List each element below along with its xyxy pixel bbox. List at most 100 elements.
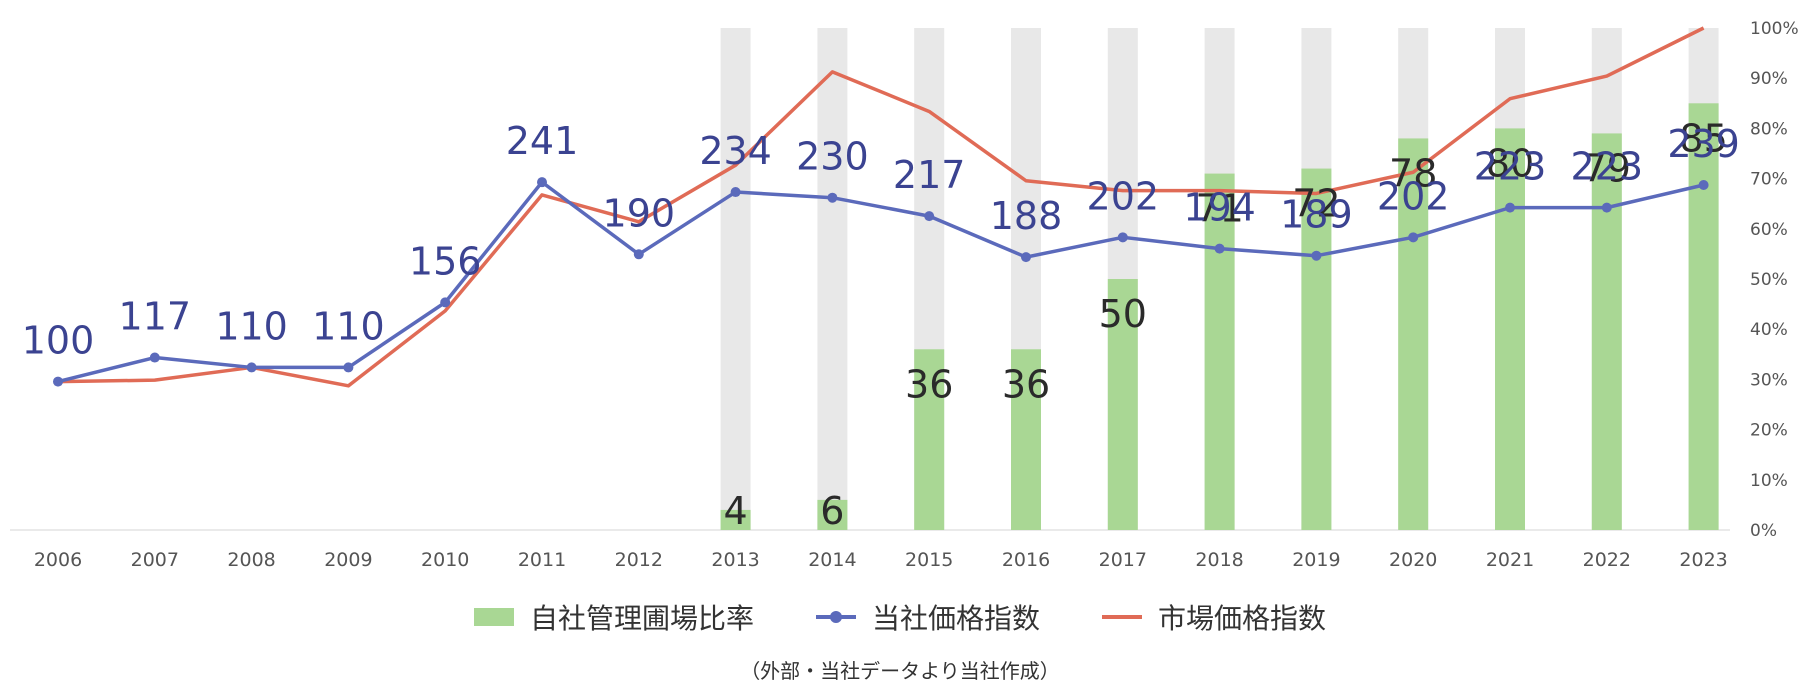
bar-ratio-2013	[720, 509, 751, 530]
company-index-value-label: 110	[215, 304, 288, 348]
company-index-point-2006	[53, 376, 63, 387]
bar-value-label: 80	[1486, 141, 1534, 185]
company-index-point-2007	[149, 352, 160, 363]
right-axis-tick-label: 0%	[1750, 521, 1777, 541]
x-tick-label: 2007	[131, 549, 179, 571]
bar-value-label: 36	[1002, 362, 1050, 406]
company-index-point-2008	[246, 362, 257, 373]
company-index-point-2022	[1601, 202, 1612, 213]
company-index-value-label: 230	[796, 135, 869, 179]
x-tick-label: 2019	[1292, 549, 1340, 571]
right-axis-tick-label: 70%	[1750, 170, 1788, 190]
legend-label-market-index: 市場価格指数	[1158, 602, 1327, 635]
x-tick-label: 2023	[1679, 549, 1727, 571]
company-index-point-2019	[1311, 250, 1322, 261]
bar-value-label: 85	[1679, 116, 1727, 160]
company-index-point-2023	[1698, 179, 1709, 190]
legend-label-company-index: 当社価格指数	[871, 602, 1040, 635]
bar-background-2014	[817, 28, 848, 530]
x-tick-label: 2020	[1389, 549, 1437, 571]
bar-ratio-2014	[817, 499, 848, 530]
right-axis-tick-label: 10%	[1750, 471, 1788, 491]
right-axis-tick-label: 60%	[1750, 220, 1788, 240]
x-tick-label: 2017	[1099, 549, 1147, 571]
bar-ratio-2020	[1398, 138, 1429, 530]
company-index-point-2013	[730, 187, 741, 198]
series-line-company-index	[57, 180, 1704, 384]
company-index-point-2015	[924, 211, 935, 222]
bar-value-label: 4	[724, 489, 748, 533]
company-index-value-label: 223	[1474, 145, 1547, 189]
right-axis-tick-label: 50%	[1750, 270, 1788, 290]
bar-value-label: 6	[820, 489, 844, 533]
x-tick-label: 2013	[711, 549, 759, 571]
x-tick-label: 2014	[808, 549, 856, 571]
company-index-point-2011	[537, 177, 547, 188]
company-index-value-label: 234	[699, 129, 772, 173]
x-tick-label: 2010	[421, 549, 469, 571]
legend-item-ratio: 自社管理圃場比率	[473, 597, 754, 637]
x-tick-label: 2022	[1583, 549, 1631, 571]
x-tick-label: 2021	[1486, 549, 1534, 571]
bar-value-label: 79	[1583, 146, 1631, 190]
company-index-value-label: 156	[409, 239, 482, 283]
company-index-value-label: 223	[1571, 145, 1644, 189]
chart-legend: 自社管理圃場比率 当社価格指数 市場価格指数	[0, 595, 1800, 639]
company-index-value-label: 117	[119, 295, 192, 339]
x-tick-label: 2009	[324, 549, 372, 571]
company-index-point-2020	[1408, 232, 1419, 243]
company-index-point-2009	[343, 362, 354, 373]
legend-label-ratio: 自社管理圃場比率	[529, 602, 754, 635]
company-index-value-label: 217	[893, 153, 966, 197]
company-index-value-label: 110	[312, 304, 385, 348]
right-axis-tick-label: 100%	[1750, 19, 1799, 39]
x-tick-label: 2018	[1195, 549, 1243, 571]
legend-swatch-market-index	[1102, 615, 1142, 619]
company-index-value-label: 202	[1377, 174, 1450, 218]
bar-ratio-2023	[1688, 103, 1719, 531]
x-tick-label: 2011	[518, 549, 566, 571]
x-tick-label: 2012	[615, 549, 663, 571]
company-index-value-label: 190	[603, 191, 676, 235]
bar-value-label: 71	[1195, 187, 1243, 231]
right-axis-tick-label: 40%	[1750, 320, 1788, 340]
x-tick-label: 2006	[34, 549, 82, 571]
right-axis-tick-label: 90%	[1750, 69, 1788, 89]
company-index-point-2017	[1117, 232, 1128, 243]
right-axis-tick-label: 20%	[1750, 421, 1788, 441]
company-index-value-label: 194	[1183, 186, 1256, 230]
bar-ratio-2016	[1011, 349, 1041, 530]
bar-background-2013	[720, 28, 751, 530]
right-axis-tick-label: 80%	[1750, 119, 1788, 139]
company-index-value-label: 188	[990, 194, 1063, 238]
company-index-value-label: 241	[506, 119, 579, 163]
company-index-value-label: 239	[1667, 122, 1740, 166]
bar-ratio-2017	[1107, 279, 1138, 530]
bar-ratio-2021	[1495, 128, 1525, 530]
combo-chart: 2006 2007 2008 2009 2010 2011 2012 2013 2014 2015…	[10, 19, 1799, 571]
company-index-point-2010	[440, 297, 451, 308]
x-tick-label: 2015	[905, 549, 953, 571]
company-index-point-2021	[1505, 202, 1515, 213]
series-line-market-index	[57, 26, 1705, 388]
bar-ratio-2022	[1591, 133, 1622, 531]
bar-value-label: 50	[1099, 292, 1147, 336]
bar-ratio-2019	[1301, 168, 1332, 530]
legend-swatch-ratio	[473, 608, 514, 626]
legend-item-company-index: 当社価格指数	[815, 597, 1040, 637]
bar-value-label: 36	[905, 362, 953, 406]
legend-marker-company-index	[829, 611, 842, 623]
company-index-point-2014	[827, 192, 838, 203]
company-index-point-2012	[633, 249, 644, 260]
source-note: （外部・当社データより当社作成）	[740, 659, 1060, 683]
legend-item-market-index: 市場価格指数	[1102, 597, 1326, 637]
company-index-value-label: 202	[1087, 174, 1160, 218]
legend-swatch-company-index	[815, 611, 856, 623]
bar-value-label: 78	[1389, 151, 1437, 195]
company-index-point-2018	[1214, 243, 1225, 254]
company-index-value-label: 189	[1280, 193, 1353, 237]
company-index-point-2016	[1021, 252, 1031, 263]
bar-ratio-2018	[1204, 173, 1235, 530]
company-index-value-label: 100	[22, 319, 95, 363]
bar-value-label: 72	[1292, 182, 1340, 226]
